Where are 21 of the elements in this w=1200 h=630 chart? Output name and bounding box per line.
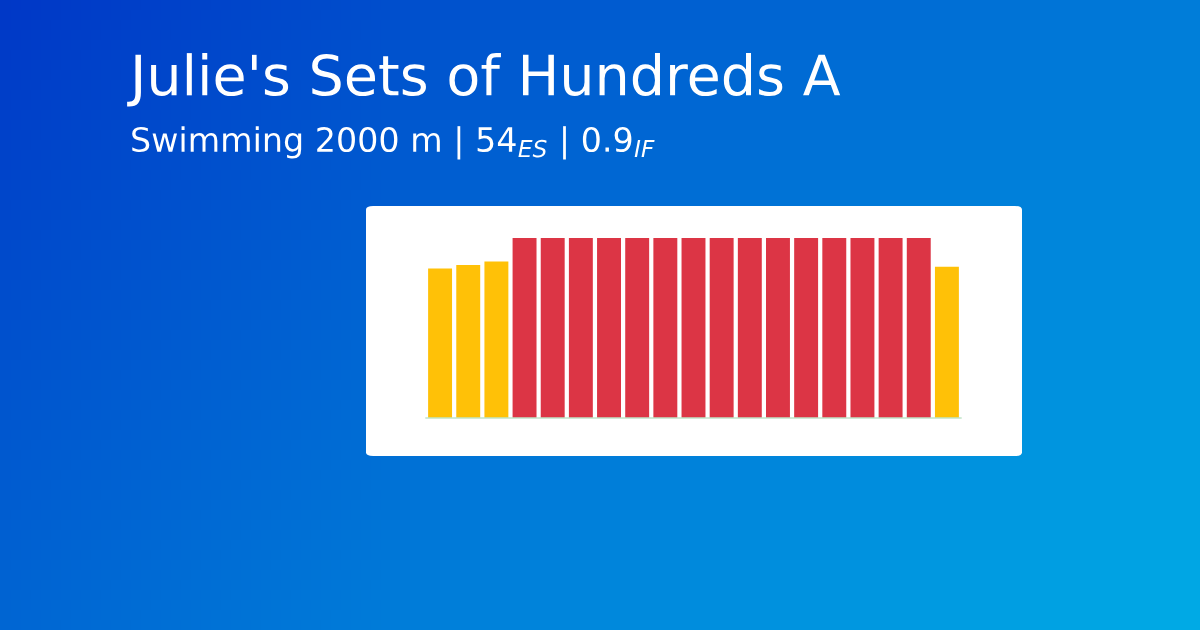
bar: [934, 266, 959, 418]
bar: [822, 238, 847, 418]
bar: [709, 238, 734, 418]
chart-title: Julie's Sets of Hundreds A: [127, 53, 841, 107]
bar: [906, 238, 931, 418]
chart-subtitle: Swimming 2000 m | 54$_{ES}$ | 0.9$_{IF}$: [132, 126, 655, 160]
bar: [540, 238, 565, 418]
bar: [428, 268, 453, 418]
bar: [850, 238, 875, 418]
bar: [484, 261, 509, 418]
bar: [681, 238, 706, 418]
bar: [766, 238, 790, 418]
bar: [597, 238, 621, 418]
bar: [625, 238, 650, 418]
bar: [568, 238, 593, 418]
bar: [512, 238, 537, 418]
bar: [794, 238, 819, 418]
bar: [456, 265, 481, 418]
bar: [653, 238, 678, 418]
bar: [737, 238, 762, 418]
bar: [878, 238, 903, 418]
